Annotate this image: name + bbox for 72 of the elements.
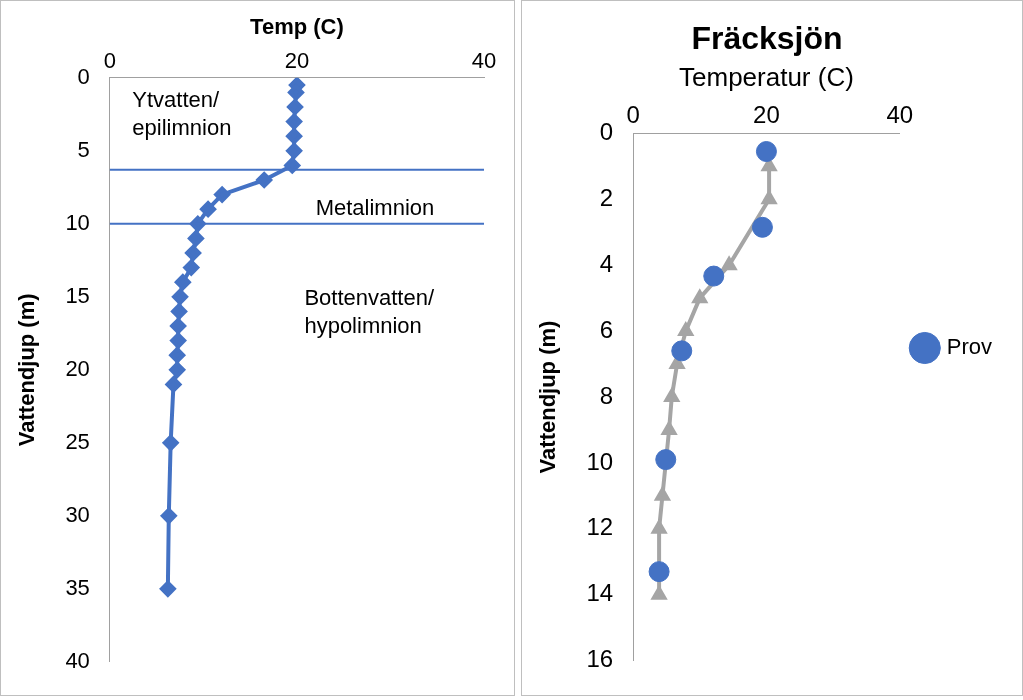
point	[761, 158, 777, 172]
y-tick-label: 6	[599, 315, 614, 343]
y-tick-label: 15	[65, 282, 90, 308]
point	[286, 113, 303, 130]
point	[287, 99, 304, 115]
point	[755, 141, 777, 163]
point	[200, 201, 217, 218]
point	[648, 561, 670, 583]
annotation: Metalimnion	[315, 194, 435, 220]
x-tick-label: 40	[886, 100, 914, 128]
y-axis-title: Vattendjup (m)	[14, 293, 40, 447]
chart-title: Fräcksjön	[691, 20, 843, 57]
point	[185, 245, 202, 261]
x-tick-label: 20	[284, 47, 310, 73]
x-axis-title: Temp (C)	[250, 14, 344, 40]
x-tick-label: 20	[753, 100, 780, 128]
point	[174, 274, 191, 291]
y-tick-label: 5	[77, 136, 90, 162]
y-tick-label: 8	[599, 381, 614, 409]
y-tick-label: 12	[586, 513, 614, 541]
point	[721, 257, 737, 271]
y-axis-title: Vattendjup (m)	[535, 320, 561, 474]
point	[171, 303, 188, 320]
annotation: Ytvatten/ epilimnion	[132, 86, 232, 140]
point	[664, 389, 679, 402]
y-tick-label: 2	[599, 183, 614, 211]
x-tick-label: 40	[471, 47, 497, 73]
point	[169, 347, 186, 364]
point	[183, 259, 200, 276]
point	[160, 507, 177, 524]
point	[678, 323, 693, 337]
point	[703, 265, 725, 287]
point	[692, 290, 707, 304]
x-tick-label: 0	[626, 100, 640, 128]
point	[655, 487, 670, 501]
x-tick-label: 0	[103, 47, 116, 73]
point	[751, 216, 773, 238]
y-tick-label: 10	[65, 209, 90, 235]
y-tick-label: 40	[65, 647, 90, 673]
point	[651, 520, 667, 534]
y-tick-label: 16	[586, 645, 614, 673]
point	[172, 288, 189, 305]
x-axis-title: Temperatur (C)	[679, 62, 854, 93]
point	[165, 376, 182, 393]
annotation: Bottenvatten/ hypolimnion	[304, 285, 435, 339]
point	[162, 434, 179, 451]
point	[170, 318, 187, 334]
point	[286, 142, 303, 159]
point	[159, 580, 176, 597]
point	[256, 172, 273, 188]
y-tick-label: 20	[65, 355, 90, 381]
point	[169, 361, 186, 378]
point	[655, 449, 677, 471]
point	[170, 332, 187, 349]
y-tick-label: 0	[77, 63, 90, 89]
y-tick-label: 35	[65, 574, 90, 600]
point	[284, 157, 301, 174]
point	[661, 421, 677, 435]
y-tick-label: 10	[586, 447, 614, 475]
point	[671, 340, 693, 362]
point	[761, 191, 777, 205]
y-tick-label: 25	[65, 428, 90, 454]
legend-label: Prov	[946, 334, 993, 360]
point	[669, 356, 685, 370]
y-tick-label: 0	[599, 118, 614, 146]
y-tick-label: 30	[65, 501, 90, 527]
y-tick-label: 4	[599, 249, 614, 277]
point	[651, 586, 667, 600]
point	[286, 128, 303, 145]
point	[187, 230, 204, 247]
point	[214, 186, 231, 203]
y-tick-label: 14	[586, 579, 614, 607]
